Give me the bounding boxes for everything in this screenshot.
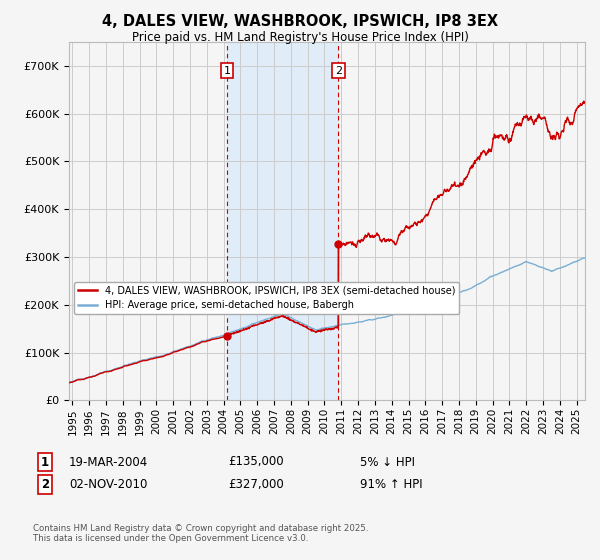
Text: 1: 1 bbox=[224, 66, 230, 76]
Legend: 4, DALES VIEW, WASHBROOK, IPSWICH, IP8 3EX (semi-detached house), HPI: Average p: 4, DALES VIEW, WASHBROOK, IPSWICH, IP8 3… bbox=[74, 282, 460, 314]
Text: 5% ↓ HPI: 5% ↓ HPI bbox=[360, 455, 415, 469]
Text: 91% ↑ HPI: 91% ↑ HPI bbox=[360, 478, 422, 491]
Text: 1: 1 bbox=[41, 455, 49, 469]
Text: Price paid vs. HM Land Registry's House Price Index (HPI): Price paid vs. HM Land Registry's House … bbox=[131, 31, 469, 44]
Text: 2: 2 bbox=[335, 66, 342, 76]
Text: 19-MAR-2004: 19-MAR-2004 bbox=[69, 455, 148, 469]
Text: 02-NOV-2010: 02-NOV-2010 bbox=[69, 478, 148, 491]
Text: 2: 2 bbox=[41, 478, 49, 491]
Bar bbox=[227, 42, 338, 400]
Text: £135,000: £135,000 bbox=[228, 455, 284, 469]
Text: £327,000: £327,000 bbox=[228, 478, 284, 491]
Text: 4, DALES VIEW, WASHBROOK, IPSWICH, IP8 3EX: 4, DALES VIEW, WASHBROOK, IPSWICH, IP8 3… bbox=[102, 14, 498, 29]
Text: Contains HM Land Registry data © Crown copyright and database right 2025.
This d: Contains HM Land Registry data © Crown c… bbox=[33, 524, 368, 543]
